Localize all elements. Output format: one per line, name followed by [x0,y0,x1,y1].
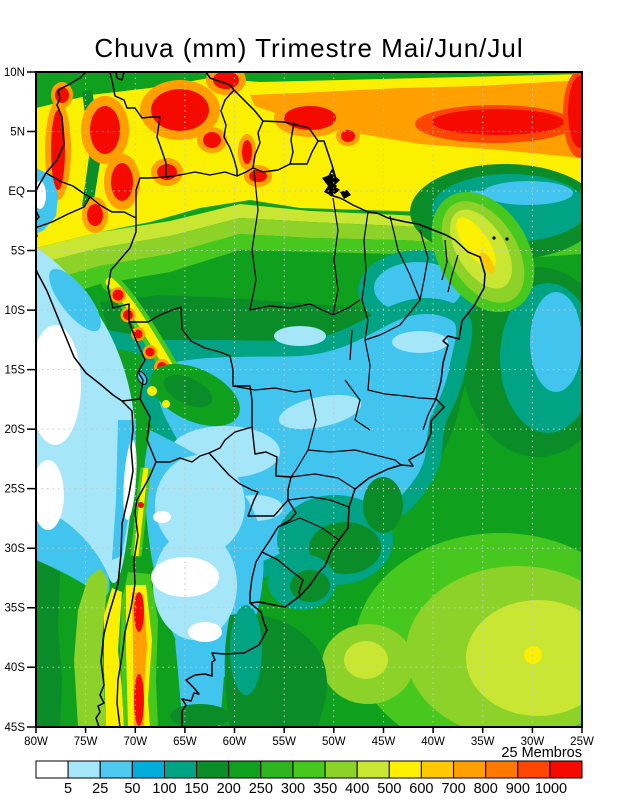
lat-tick-label: 45S [5,722,26,734]
lon-tick-label: 60W [223,736,247,748]
precipitation-field [36,72,582,727]
colorbar-cell [420,760,454,779]
colorbar-cell [453,760,487,779]
lon-tick-label: 45W [372,736,396,748]
colorbar-cell [131,760,165,779]
lat-tick-label: 40S [5,662,26,674]
lon-tick-label: 75W [74,736,98,748]
lon-axis: 80W 75W 70W 65W 60W 55W 50W 45W 40W 35W … [24,736,594,748]
lat-tick-label: EQ [8,186,25,198]
lon-tick-label: 80W [24,736,48,748]
colorbar-tick-label: 900 [506,781,530,797]
page-title: Chuva (mm) Trimestre Mai/Jun/Jul [94,33,523,63]
colorbar-cell [67,760,101,779]
colorbar-cell [228,760,262,779]
colorbar-tick-label: 250 [249,781,273,797]
colorbar-tick-label: 200 [217,781,241,797]
lat-tick-label: 10S [5,305,26,317]
colorbar-cell [485,760,519,779]
colorbar-tick-label: 300 [281,781,305,797]
colorbar-cell [549,760,583,779]
lat-tick-label: 5N [10,127,25,139]
lat-tick-label: 20S [5,424,26,436]
lon-tick-label: 50W [322,736,346,748]
lat-axis: 10N 5N EQ 5S 10S 15S 20S 25S 30S 35S 40S… [4,67,25,734]
lon-tick-label: 55W [272,736,296,748]
colorbar-tick-label: 500 [377,781,401,797]
lat-tick-label: 25S [5,484,26,496]
axis-ticks [27,71,583,733]
state-borders [232,169,459,541]
lat-tick-label: 10N [4,67,25,79]
colorbar-tick-label: 150 [184,781,208,797]
colorbar-tick-label: 800 [474,781,498,797]
lon-tick-label: 65W [173,736,197,748]
colorbar [35,760,583,779]
lon-tick-label: 70W [123,736,147,748]
colorbar-tick-label: 1000 [535,781,567,797]
colorbar-cell [196,760,230,779]
lon-tick-label: 25W [570,736,594,748]
colorbar-cell [292,760,326,779]
lat-tick-label: 5S [11,246,25,258]
lon-tick-label: 40W [421,736,445,748]
colorbar-tick-label: 50 [124,781,140,797]
colorbar-scale: 5 25 50 100 150 200 250 300 350 400 500 … [64,781,567,797]
lon-tick-label: 30W [521,736,545,748]
country-borders [36,72,319,727]
colorbar-tick-label: 400 [345,781,369,797]
colorbar-cell [260,760,294,779]
colorbar-cell [99,760,133,779]
lat-tick-label: 35S [5,603,26,615]
lat-tick-label: 15S [5,365,26,377]
colorbar-tick-label: 600 [409,781,433,797]
ensemble-members-label: 25 Membros [501,745,582,761]
colorbar-tick-label: 700 [441,781,465,797]
colorbar-cell [356,760,390,779]
colorbar-cell [35,760,69,779]
colorbar-cell [324,760,358,779]
colorbar-tick-label: 25 [92,781,108,797]
colorbar-tick-label: 100 [152,781,176,797]
colorbar-cell [388,760,422,779]
lat-tick-label: 30S [5,543,26,555]
coastline [36,72,486,727]
lon-tick-label: 35W [471,736,495,748]
colorbar-tick-label: 350 [313,781,337,797]
colorbar-tick-label: 5 [64,781,72,797]
colorbar-cell [517,760,551,779]
colorbar-cell [164,760,198,779]
map-frame [35,71,583,728]
